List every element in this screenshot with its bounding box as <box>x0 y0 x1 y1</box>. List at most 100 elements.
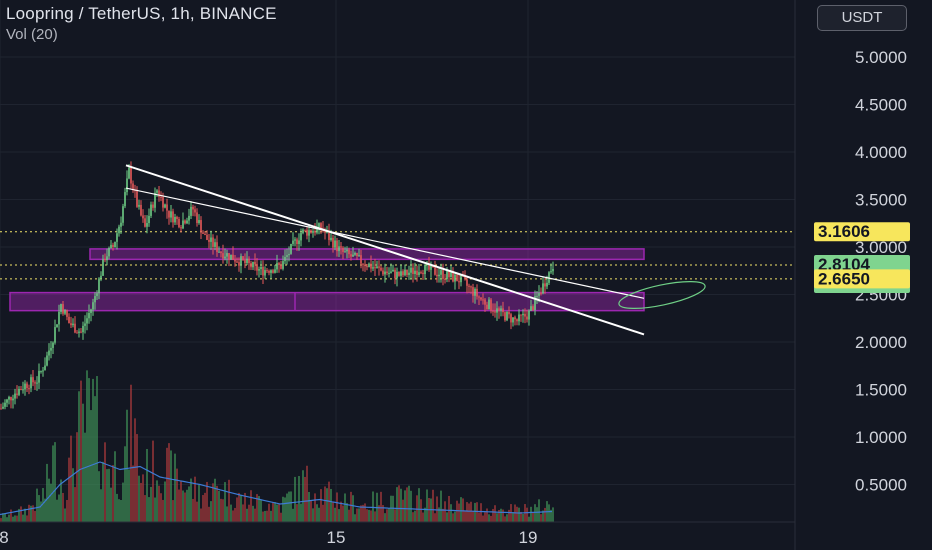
candle-body[interactable] <box>392 269 394 272</box>
candle-body[interactable] <box>188 215 190 221</box>
candle-body[interactable] <box>98 278 100 294</box>
candle-body[interactable] <box>434 267 436 275</box>
candle-body[interactable] <box>450 272 452 278</box>
candle-body[interactable] <box>126 178 128 193</box>
candle-body[interactable] <box>376 266 378 269</box>
candle-body[interactable] <box>40 370 42 372</box>
candle-body[interactable] <box>292 240 294 244</box>
candle-body[interactable] <box>132 183 134 191</box>
zone-rectangle[interactable] <box>89 248 645 261</box>
candle-body[interactable] <box>106 256 108 261</box>
candle-body[interactable] <box>0 408 2 410</box>
candle-body[interactable] <box>212 237 214 247</box>
candle-body[interactable] <box>230 254 232 260</box>
candle-body[interactable] <box>446 271 448 279</box>
candle-body[interactable] <box>294 239 296 241</box>
candle-body[interactable] <box>412 267 414 275</box>
candle-body[interactable] <box>458 281 460 283</box>
candle-body[interactable] <box>146 223 148 227</box>
candle-body[interactable] <box>532 306 534 310</box>
candle-body[interactable] <box>466 279 468 286</box>
candle-body[interactable] <box>500 308 502 311</box>
candle-body[interactable] <box>484 299 486 305</box>
candle-body[interactable] <box>530 306 532 311</box>
candle-body[interactable] <box>374 267 376 269</box>
candle-body[interactable] <box>472 287 474 296</box>
candle-body[interactable] <box>72 323 74 326</box>
candle-body[interactable] <box>148 215 150 224</box>
candle-body[interactable] <box>436 274 438 277</box>
candle-body[interactable] <box>220 251 222 254</box>
candle-body[interactable] <box>498 308 500 311</box>
candle-body[interactable] <box>378 266 380 268</box>
candle-body[interactable] <box>102 259 104 276</box>
candle-body[interactable] <box>336 240 338 252</box>
candle-body[interactable] <box>208 239 210 242</box>
candle-body[interactable] <box>160 196 162 198</box>
candle-body[interactable] <box>184 220 186 224</box>
candle-body[interactable] <box>514 317 516 320</box>
candle-body[interactable] <box>176 217 178 219</box>
candle-body[interactable] <box>468 285 470 287</box>
candle-body[interactable] <box>440 270 442 275</box>
candle-body[interactable] <box>354 252 356 255</box>
candle-body[interactable] <box>348 249 350 255</box>
candle-body[interactable] <box>128 167 130 179</box>
candle-body[interactable] <box>464 276 466 280</box>
candle-body[interactable] <box>460 274 462 283</box>
candle-body[interactable] <box>286 255 288 257</box>
candle-body[interactable] <box>384 271 386 275</box>
candle-body[interactable] <box>540 293 542 295</box>
candle-body[interactable] <box>356 252 358 257</box>
candle-body[interactable] <box>168 210 170 218</box>
candle-body[interactable] <box>442 270 444 279</box>
candle-body[interactable] <box>398 271 400 276</box>
secondary-trendline[interactable] <box>125 187 645 299</box>
candle-body[interactable] <box>276 263 278 270</box>
candle-body[interactable] <box>190 206 192 216</box>
candle-body[interactable] <box>94 296 96 303</box>
candle-body[interactable] <box>14 393 16 399</box>
candle-body[interactable] <box>162 196 164 208</box>
candle-body[interactable] <box>522 313 524 316</box>
candle-body[interactable] <box>134 190 136 192</box>
candle-body[interactable] <box>290 243 292 254</box>
candle-body[interactable] <box>364 264 366 267</box>
candle-body[interactable] <box>152 204 154 208</box>
candle-body[interactable] <box>448 271 450 278</box>
candle-body[interactable] <box>196 212 198 223</box>
candle-body[interactable] <box>62 304 64 314</box>
candle-body[interactable] <box>170 211 172 218</box>
candle-body[interactable] <box>426 264 428 266</box>
candle-body[interactable] <box>418 272 420 276</box>
candle-body[interactable] <box>74 323 76 333</box>
candle-body[interactable] <box>24 383 26 390</box>
candle-body[interactable] <box>366 266 368 268</box>
candle-body[interactable] <box>64 310 66 314</box>
candle-body[interactable] <box>222 253 224 259</box>
candle-body[interactable] <box>76 332 78 334</box>
candle-body[interactable] <box>88 312 90 319</box>
candle-body[interactable] <box>380 267 382 271</box>
candle-body[interactable] <box>306 229 308 236</box>
candle-body[interactable] <box>84 323 86 326</box>
candle-body[interactable] <box>302 229 304 234</box>
candle-body[interactable] <box>282 261 284 269</box>
candle-body[interactable] <box>422 272 424 275</box>
candle-body[interactable] <box>136 191 138 207</box>
candle-body[interactable] <box>30 377 32 389</box>
candle-body[interactable] <box>104 259 106 261</box>
candle-body[interactable] <box>26 383 28 389</box>
candle-body[interactable] <box>54 327 56 343</box>
candle-body[interactable] <box>12 398 14 401</box>
candle-body[interactable] <box>66 310 68 317</box>
candle-body[interactable] <box>488 299 490 310</box>
candle-body[interactable] <box>180 227 182 229</box>
candle-body[interactable] <box>344 251 346 253</box>
candle-body[interactable] <box>198 220 200 223</box>
candle-body[interactable] <box>296 239 298 244</box>
candle-body[interactable] <box>388 272 390 274</box>
candle-body[interactable] <box>250 263 252 268</box>
currency-button[interactable]: USDT <box>817 5 907 31</box>
candle-body[interactable] <box>492 310 494 312</box>
